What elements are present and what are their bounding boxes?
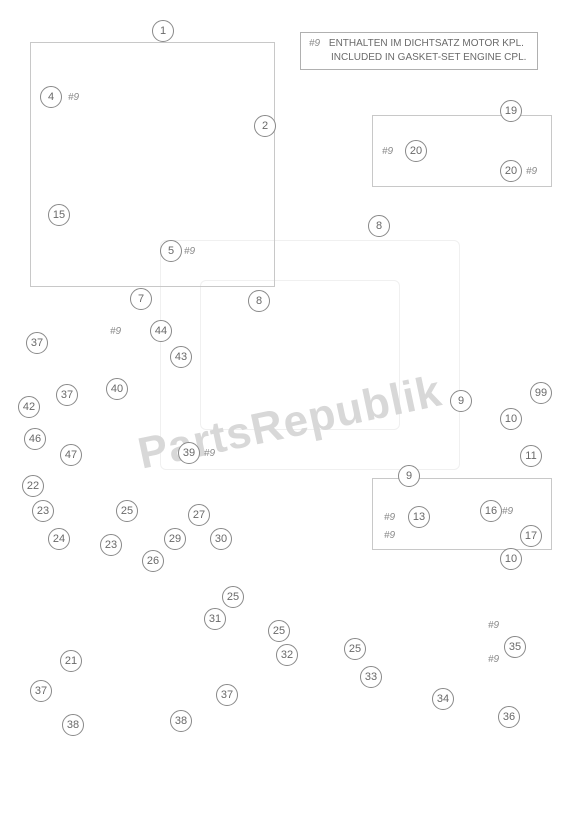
callout-37[interactable]: 37 xyxy=(56,384,78,406)
callout-46[interactable]: 46 xyxy=(24,428,46,450)
callout-32[interactable]: 32 xyxy=(276,644,298,666)
note-line-2: INCLUDED IN GASKET-SET ENGINE CPL. xyxy=(331,51,526,65)
callout-44[interactable]: 44 xyxy=(150,320,172,342)
group-box xyxy=(30,42,275,287)
callout-25[interactable]: 25 xyxy=(344,638,366,660)
hash-tag: #9 xyxy=(382,146,393,157)
callout-16[interactable]: 16 xyxy=(480,500,502,522)
callout-27[interactable]: 27 xyxy=(188,504,210,526)
callout-8[interactable]: 8 xyxy=(368,215,390,237)
note-line-1: ENTHALTEN IM DICHTSATZ MOTOR KPL. xyxy=(329,38,524,49)
hash-tag: #9 xyxy=(68,92,79,103)
callout-13[interactable]: 13 xyxy=(408,506,430,528)
callout-37[interactable]: 37 xyxy=(26,332,48,354)
group-box xyxy=(372,115,552,187)
callout-19[interactable]: 19 xyxy=(500,100,522,122)
callout-10[interactable]: 10 xyxy=(500,548,522,570)
callout-1[interactable]: 1 xyxy=(152,20,174,42)
callout-42[interactable]: 42 xyxy=(18,396,40,418)
callout-37[interactable]: 37 xyxy=(30,680,52,702)
callout-23[interactable]: 23 xyxy=(100,534,122,556)
callout-21[interactable]: 21 xyxy=(60,650,82,672)
callout-47[interactable]: 47 xyxy=(60,444,82,466)
callout-26[interactable]: 26 xyxy=(142,550,164,572)
callout-33[interactable]: 33 xyxy=(360,666,382,688)
hash-tag: #9 xyxy=(110,326,121,337)
hash-tag: #9 xyxy=(384,530,395,541)
callout-40[interactable]: 40 xyxy=(106,378,128,400)
callout-11[interactable]: 11 xyxy=(520,445,542,467)
callout-36[interactable]: 36 xyxy=(498,706,520,728)
callout-8[interactable]: 8 xyxy=(248,290,270,312)
callout-9[interactable]: 9 xyxy=(398,465,420,487)
callout-10[interactable]: 10 xyxy=(500,408,522,430)
callout-25[interactable]: 25 xyxy=(268,620,290,642)
callout-5[interactable]: 5 xyxy=(160,240,182,262)
callout-4[interactable]: 4 xyxy=(40,86,62,108)
callout-2[interactable]: 2 xyxy=(254,115,276,137)
callout-29[interactable]: 29 xyxy=(164,528,186,550)
callout-9[interactable]: 9 xyxy=(450,390,472,412)
hash-tag: #9 xyxy=(488,620,499,631)
hash-tag: #9 xyxy=(384,512,395,523)
callout-20[interactable]: 20 xyxy=(500,160,522,182)
callout-17[interactable]: 17 xyxy=(520,525,542,547)
callout-15[interactable]: 15 xyxy=(48,204,70,226)
hash-tag: #9 xyxy=(526,166,537,177)
callout-7[interactable]: 7 xyxy=(130,288,152,310)
callout-20[interactable]: 20 xyxy=(405,140,427,162)
hash-tag: #9 xyxy=(502,506,513,517)
callout-34[interactable]: 34 xyxy=(432,688,454,710)
hash-tag: #9 xyxy=(204,448,215,459)
callout-23[interactable]: 23 xyxy=(32,500,54,522)
callout-25[interactable]: 25 xyxy=(222,586,244,608)
callout-31[interactable]: 31 xyxy=(204,608,226,630)
gasket-note-box: #9 ENTHALTEN IM DICHTSATZ MOTOR KPL. INC… xyxy=(300,32,538,70)
callout-38[interactable]: 38 xyxy=(62,714,84,736)
note-tag: #9 xyxy=(309,38,320,49)
hash-tag: #9 xyxy=(184,246,195,257)
callout-38[interactable]: 38 xyxy=(170,710,192,732)
callout-24[interactable]: 24 xyxy=(48,528,70,550)
callout-30[interactable]: 30 xyxy=(210,528,232,550)
hash-tag: #9 xyxy=(488,654,499,665)
callout-22[interactable]: 22 xyxy=(22,475,44,497)
callout-43[interactable]: 43 xyxy=(170,346,192,368)
callout-39[interactable]: 39 xyxy=(178,442,200,464)
engine-outline-hint xyxy=(200,280,400,430)
callout-25[interactable]: 25 xyxy=(116,500,138,522)
callout-35[interactable]: 35 xyxy=(504,636,526,658)
callout-37[interactable]: 37 xyxy=(216,684,238,706)
callout-99[interactable]: 99 xyxy=(530,382,552,404)
